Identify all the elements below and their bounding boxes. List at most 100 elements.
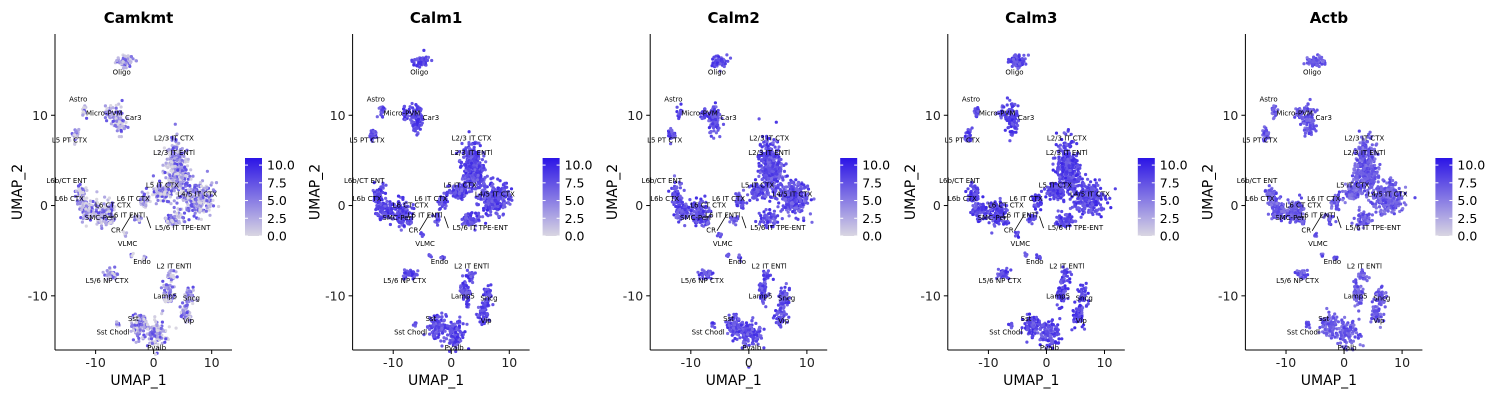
panel-title: Calm1 bbox=[410, 9, 462, 27]
cell-point bbox=[667, 189, 671, 193]
cell-point bbox=[437, 315, 441, 319]
cell-point bbox=[476, 186, 480, 190]
cell-point bbox=[442, 203, 446, 207]
cluster-label: L5/6 NP CTX bbox=[86, 277, 129, 285]
cell-point bbox=[455, 335, 459, 339]
cell-point bbox=[485, 312, 489, 316]
cell-point bbox=[467, 164, 472, 168]
cell-point bbox=[103, 110, 107, 115]
cell-point bbox=[451, 194, 455, 198]
cell-point bbox=[180, 158, 184, 162]
cell-point bbox=[384, 183, 388, 187]
cell-point bbox=[185, 208, 189, 212]
cell-point bbox=[120, 98, 124, 103]
cell-point bbox=[506, 201, 510, 205]
cell-point bbox=[737, 253, 741, 257]
cell-point bbox=[459, 330, 463, 334]
cell-point bbox=[497, 214, 501, 218]
cell-point bbox=[474, 219, 478, 223]
cluster-label: Pvalb bbox=[147, 344, 167, 352]
cell-point bbox=[187, 289, 191, 293]
cell-point bbox=[176, 168, 180, 172]
cell-point bbox=[180, 169, 184, 173]
cell-point bbox=[102, 209, 106, 214]
cell-point bbox=[161, 309, 165, 313]
cell-point bbox=[419, 62, 423, 66]
cell-point bbox=[84, 207, 88, 211]
cell-point bbox=[412, 128, 417, 132]
cell-point bbox=[436, 223, 440, 227]
cell-point bbox=[117, 111, 121, 115]
cell-point bbox=[175, 275, 179, 279]
cluster-label: L4/5 IT CTX bbox=[475, 191, 515, 199]
cell-point bbox=[175, 132, 179, 136]
cell-point bbox=[178, 207, 182, 211]
cell-point bbox=[464, 274, 469, 278]
cell-point bbox=[761, 191, 765, 195]
cell-point bbox=[380, 208, 384, 212]
cell-point bbox=[481, 177, 485, 181]
cell-point bbox=[772, 209, 777, 213]
cell-point bbox=[464, 216, 468, 220]
cell-point bbox=[123, 54, 127, 58]
cell-point bbox=[789, 205, 794, 209]
cell-point bbox=[791, 202, 795, 206]
cell-point bbox=[428, 332, 432, 336]
x-axis-label: UMAP_1 bbox=[110, 373, 166, 389]
cell-point bbox=[131, 338, 135, 342]
x-tick-label: 10 bbox=[501, 355, 517, 370]
cell-point bbox=[108, 266, 112, 270]
cell-point bbox=[703, 194, 707, 198]
cell-point bbox=[675, 185, 679, 189]
cell-point bbox=[465, 173, 469, 178]
cell-point bbox=[155, 328, 159, 332]
cell-point bbox=[374, 208, 378, 212]
cell-point bbox=[425, 58, 430, 63]
cell-point bbox=[670, 130, 674, 134]
cell-point bbox=[777, 160, 781, 164]
cell-point bbox=[694, 224, 698, 228]
cell-point bbox=[169, 278, 173, 282]
cluster-label: Sst bbox=[128, 315, 139, 323]
cell-point bbox=[214, 181, 219, 185]
cell-point bbox=[105, 269, 109, 273]
cell-point bbox=[420, 234, 424, 238]
y-tick-label: -10 bbox=[325, 288, 345, 303]
colorbar-gradient bbox=[245, 158, 262, 236]
cell-point bbox=[475, 202, 479, 206]
cell-point bbox=[763, 214, 767, 218]
cell-point bbox=[73, 142, 77, 146]
cell-point bbox=[402, 104, 407, 108]
cell-point bbox=[146, 327, 150, 331]
cell-point bbox=[170, 135, 174, 140]
cell-point bbox=[776, 205, 780, 209]
cluster-label: Pvalb bbox=[445, 344, 465, 352]
cell-point bbox=[472, 159, 476, 163]
cell-point bbox=[183, 220, 187, 224]
cell-point bbox=[779, 209, 783, 213]
cluster-label: Sst Chodl bbox=[394, 329, 427, 337]
cell-point bbox=[199, 217, 203, 221]
cell-point bbox=[114, 117, 118, 121]
cell-point bbox=[480, 158, 484, 162]
cell-point bbox=[796, 182, 800, 186]
cell-point bbox=[181, 186, 185, 190]
cluster-label: VLMC bbox=[118, 240, 138, 248]
cell-point bbox=[475, 169, 480, 173]
cell-point bbox=[464, 191, 468, 195]
cell-point bbox=[768, 208, 772, 212]
cluster-label: Endo bbox=[431, 258, 449, 266]
cell-point bbox=[772, 158, 776, 163]
cell-point bbox=[210, 181, 214, 185]
cell-point bbox=[193, 208, 197, 212]
cell-point bbox=[182, 154, 186, 158]
cell-point bbox=[765, 191, 769, 195]
cell-point bbox=[709, 130, 713, 134]
cluster-label: Vip bbox=[481, 317, 493, 325]
cell-point bbox=[682, 188, 686, 192]
cell-point bbox=[186, 172, 190, 176]
cluster-label: L5 PT CTX bbox=[349, 136, 384, 144]
cell-point bbox=[148, 333, 152, 337]
